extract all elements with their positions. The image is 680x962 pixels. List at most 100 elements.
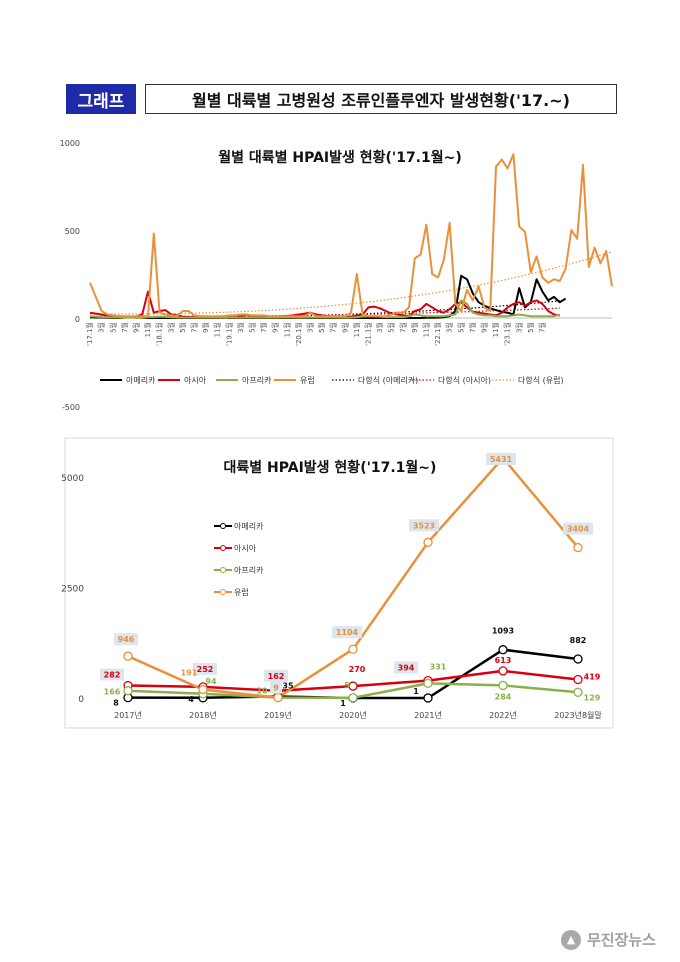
data-point-america [573,654,583,664]
data-label-asia: 419 [584,672,601,681]
chart1-x-tick: 7월 [538,322,547,333]
data-point-america [498,645,508,655]
legend-label-trend-america: 다항식 (아메리카) [358,375,418,385]
chart1-x-tick: '22.1월 [433,322,442,346]
chart2-y-tick: 5000 [61,474,84,484]
data-label-asia: 252 [197,665,214,674]
data-label-europe: 3404 [567,525,590,534]
data-label-box [563,522,593,535]
data-label-europe: 946 [118,635,135,644]
legend-label-europe-yearly: 유럽 [234,588,249,597]
chart1-x-tick: 3월 [97,322,106,333]
data-point-europe [423,537,433,547]
section-title: 월별 대륙별 고병원성 조류인플루엔자 발생현황('17.~) [145,84,617,114]
chart1-x-tick: 7월 [398,322,407,333]
logo-icon: ▲ [560,929,581,950]
chart1-x-tick: '23.1월 [503,322,512,346]
data-label-asia: 394 [398,664,415,673]
chart1-x-tick: 3월 [236,322,245,333]
data-label-box [114,633,138,646]
chart1-x-tick: 9월 [271,322,280,333]
data-label-america: 35 [282,681,294,690]
chart2-x-tick: 2020년 [339,710,367,720]
chart2-y-tick: 0 [78,695,84,705]
data-label-europe: 3523 [413,521,435,530]
chart1-y-tick: -500 [62,403,80,412]
chart1-y-tick: 500 [65,227,80,236]
trendline-europe [90,251,613,315]
series-line-africa [89,299,561,319]
chart1-x-tick: 9월 [480,322,489,333]
data-point-europe [123,651,133,661]
chart1-title: 월별 대륙별 HPAI발생 현황('17.1월~) [218,149,462,166]
data-point-africa [423,678,433,689]
legend-label-asia: 아시아 [184,375,207,385]
data-label-africa: 129 [584,693,601,702]
legend-label-africa: 아프리카 [242,375,272,385]
legend-label-trend-asia: 다항식 (아시아) [438,375,491,385]
data-label-america: 1 [413,687,419,696]
chart1-x-tick: 11월 [491,322,500,337]
chart1-y-tick: 0 [75,315,80,324]
data-label-america: 1093 [492,627,514,636]
legend-marker-asia [220,545,226,551]
monthly-hpai-chart: 월별 대륙별 HPAI발생 현황('17.1월~) 1000 500 0 -500 '17… [60,139,613,412]
chart1-x-tick: 11월 [213,322,222,337]
data-point-europe [273,692,283,703]
chart1-x-tick: 3월 [445,322,454,333]
data-label-box [100,668,124,681]
data-point-america [423,693,433,703]
data-label-africa: 284 [495,692,512,701]
chart1-x-tick: 7월 [120,322,129,333]
chart2-frame [64,437,614,729]
chart1-x-tick: 11월 [143,322,152,337]
chart2-x-tick: 2023년8월말 [554,710,602,720]
chart1-x-tick: 5월 [178,322,187,333]
data-point-africa [348,693,358,703]
data-point-africa [498,680,508,691]
chart1-x-tick: 5월 [248,322,257,333]
data-label-europe: 9 [273,684,279,693]
section-header: 그래프 월별 대륙별 고병원성 조류인플루엔자 발생현황('17.~) [66,84,617,114]
data-label-america: 8 [113,699,119,708]
data-label-box [193,662,217,675]
data-label-box [264,669,288,682]
data-label-asia: 270 [349,665,366,674]
chart1-x-tick: 7월 [259,322,268,333]
data-label-box [270,681,282,694]
chart1-x-tick: 5월 [108,322,117,333]
chart2-y-tick: 2500 [61,585,84,595]
chart1-x-tick: 9월 [201,322,210,333]
data-label-europe: 5431 [490,455,513,464]
chart1-x-tick: 3월 [166,322,175,333]
data-point-europe [573,542,583,553]
chart1-x-tick: 5월 [317,322,326,333]
data-label-asia: 282 [104,671,121,680]
chart2-x-tick: 2022년 [489,710,517,720]
chart1-x-tick: '21.1월 [364,322,373,346]
data-point-africa [123,686,133,696]
chart1-x-tick: 9월 [132,322,141,333]
chart1-x-tick: '17.1월 [85,322,94,346]
chart1-x-tick: 11월 [282,322,291,337]
continent-hpai-chart: 대륙별 HPAI발생 현황('17.1월~) 5000 2500 0 2017년 2018… [61,437,614,729]
data-label-asia: 162 [268,672,285,681]
data-label-europe: 1104 [336,628,359,637]
chart1-x-tick: '19.1월 [224,322,233,346]
data-label-america: 882 [570,636,587,645]
legend-label-trend-europe: 다항식 (유럽) [518,376,564,385]
data-point-europe [198,684,208,695]
data-label-asia: 613 [495,656,512,665]
data-point-africa [573,687,583,697]
watermark-text: 무진장뉴스 [586,931,656,949]
data-point-asia [498,666,508,676]
chart1-x-tick: 11월 [422,322,431,337]
data-label-africa: 331 [430,662,447,671]
chart2-x-tick: 2017년 [114,710,142,720]
chart2-x-tick: 2019년 [264,710,292,720]
legend-label-europe: 유럽 [300,376,315,385]
legend-marker-europe [220,589,226,595]
data-point-asia [573,674,583,685]
chart1-x-tick: 9월 [410,322,419,333]
data-label-america: 4 [188,695,194,704]
